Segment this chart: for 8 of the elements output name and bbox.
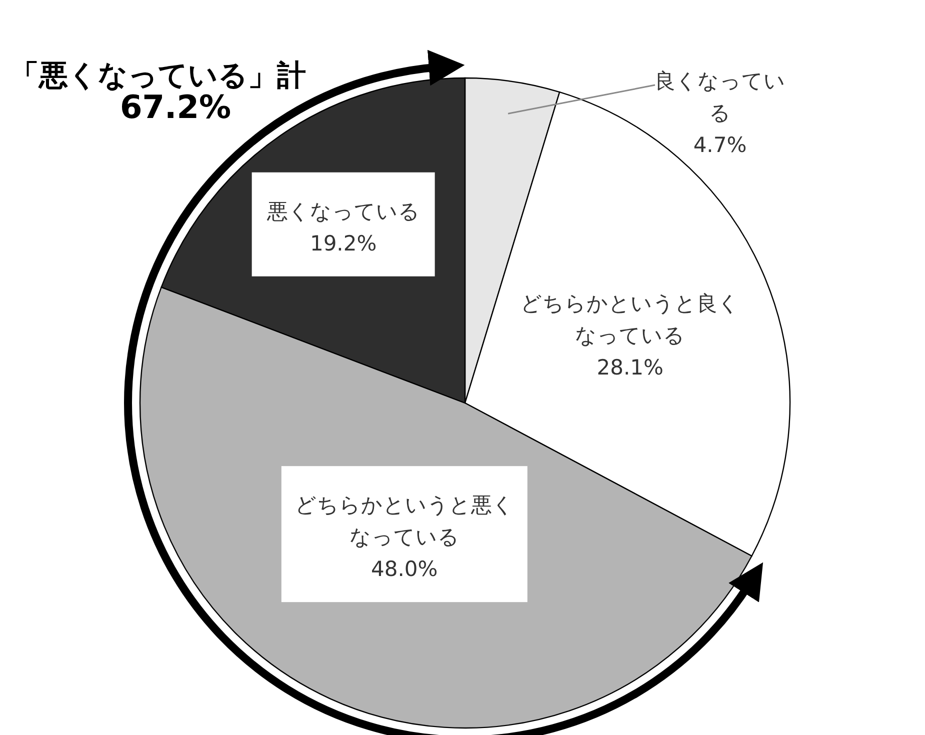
slice-label: どちらかというと悪くなっている	[294, 493, 514, 550]
data-label: 28.1%	[596, 356, 664, 380]
slice-label: 悪くなっている	[266, 199, 420, 224]
slice-label: どちらかというと良くなっている	[520, 292, 740, 348]
data-label: 4.7%	[693, 133, 747, 157]
data-label: 19.2%	[310, 231, 377, 256]
slice-label: 良くなっている	[654, 69, 786, 125]
data-label: 48.0%	[371, 557, 438, 582]
